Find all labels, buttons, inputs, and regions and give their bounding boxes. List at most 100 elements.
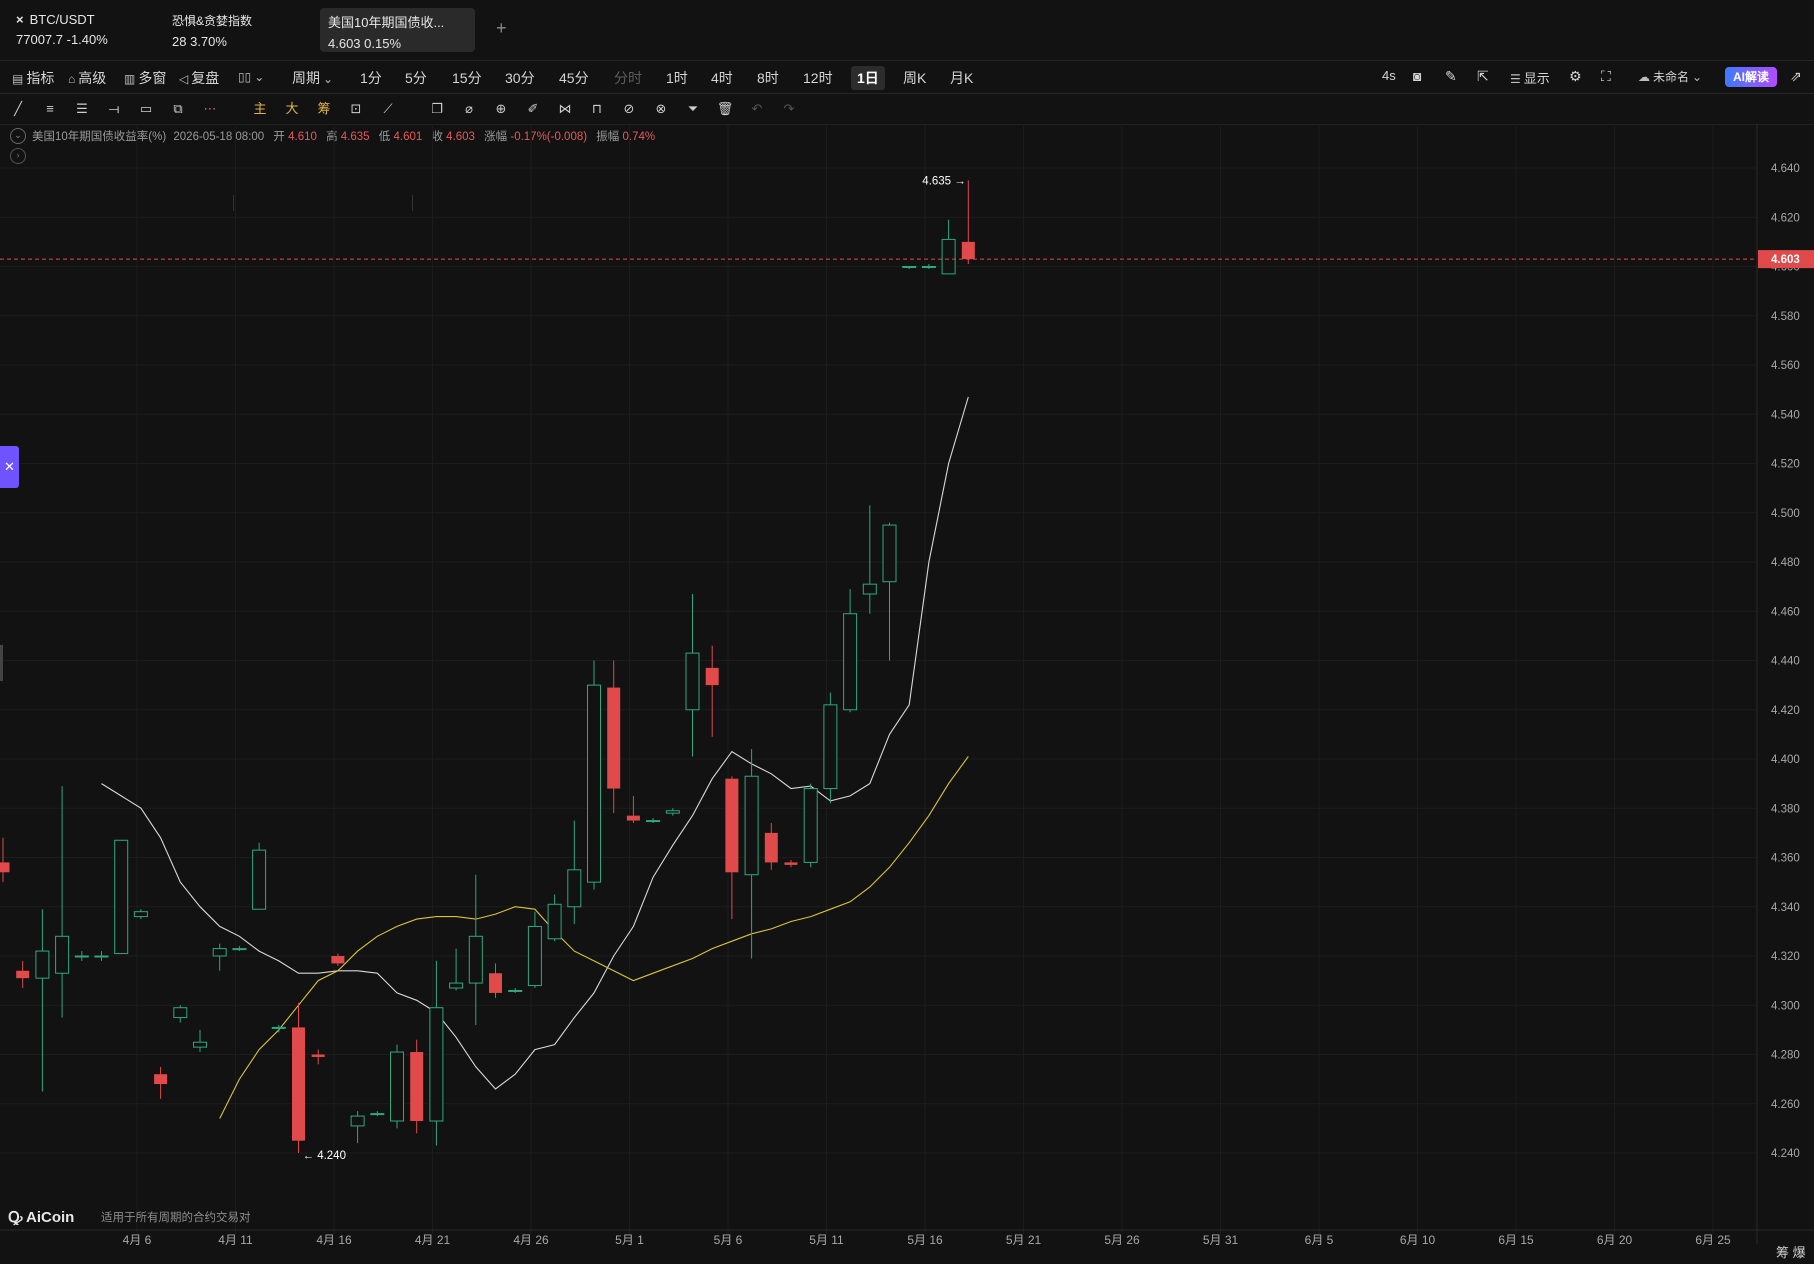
add-tab-icon[interactable]: + (496, 18, 507, 38)
candle-body (626, 815, 640, 821)
trend-line-icon[interactable]: ╱ (14, 101, 22, 116)
chip-burst-labels[interactable]: 筹 爆 (1776, 1245, 1806, 1260)
pencil-icon[interactable]: ✎ (1445, 68, 1457, 84)
high-value: 4.635 (340, 131, 370, 143)
layout-name-dropdown[interactable]: ☁ 未命名 ⌄ (1638, 70, 1703, 84)
refresh-rate[interactable]: 4s (1382, 68, 1396, 83)
undo-icon[interactable]: ↶ (751, 101, 763, 116)
frame-icon[interactable]: ⧉ (173, 101, 183, 116)
x-tick-label: 4月 11 (218, 1233, 253, 1247)
filter-icon[interactable]: ⏷ (687, 101, 699, 116)
measure-icon[interactable]: ⟋ (383, 101, 393, 116)
camera-icon[interactable]: ◙ (1413, 68, 1422, 84)
candle-body (921, 266, 936, 268)
candle-body (271, 1026, 286, 1029)
fullscreen-icon[interactable]: ⛶ (1601, 68, 1611, 84)
candle (862, 505, 877, 614)
candle (429, 960, 444, 1146)
replay-icon: ◁ (179, 72, 189, 86)
display-button[interactable]: ☰ 显示 (1510, 71, 1550, 86)
close-panel-icon[interactable]: ✕ (0, 446, 19, 488)
ai-analysis-button[interactable]: AI解读 (1725, 67, 1778, 87)
candle (0, 837, 10, 883)
tab-price: 28 (172, 34, 187, 49)
chevron-down-icon: ⌄ (254, 70, 265, 84)
candle (35, 909, 50, 1092)
advanced-icon: ⌂ (68, 72, 76, 86)
brush-icon[interactable]: ✐ (527, 101, 539, 116)
candle (252, 842, 267, 910)
parallel-lines-icon[interactable]: ≡ (46, 101, 54, 116)
more-tools-icon[interactable]: ⋯ (203, 101, 217, 116)
candle (114, 839, 129, 955)
lock-icon[interactable]: ⊓ (591, 101, 603, 116)
price-chart[interactable]: 4.6404.6204.6004.5804.5604.5404.5204.500… (0, 124, 1814, 1264)
advanced-button[interactable]: ⌂ 高级 (68, 70, 107, 86)
candle-body (961, 241, 975, 260)
replay-button[interactable]: ◁ 复盘 (179, 70, 220, 86)
tab-us10y[interactable]: 美国10年期国债收... 4.603 0.15% (320, 8, 475, 52)
interval-weekly[interactable]: 周K (903, 70, 927, 86)
link-icon[interactable]: ⊗ (655, 101, 667, 116)
expand-icon[interactable]: › (10, 148, 26, 164)
x-tick-label: 6月 15 (1498, 1233, 1534, 1247)
low-price-marker: ← 4.240 (303, 1150, 346, 1162)
candle (725, 776, 739, 920)
candle-body (311, 1054, 325, 1057)
interval-1m[interactable]: 1分 (360, 70, 382, 86)
tab-fear-greed[interactable]: 恐惧&贪婪指数 28 3.70% (164, 8, 314, 52)
share-icon[interactable]: ⇗ (1790, 68, 1802, 84)
interval-8h[interactable]: 8时 (757, 70, 779, 86)
settings-icon[interactable]: ⚙ (1569, 68, 1582, 84)
collapse-icon[interactable]: ⌄ (10, 128, 26, 144)
interval-45m[interactable]: 45分 (559, 70, 589, 86)
rectangle-icon[interactable]: ▭ (139, 101, 153, 116)
candle-body (567, 869, 582, 908)
big-order-toggle[interactable]: 大 (285, 101, 299, 116)
zoom-icon[interactable]: ⊕ (495, 101, 507, 116)
interval-5m[interactable]: 5分 (405, 70, 427, 86)
interval-timeshare[interactable]: 分时 (614, 70, 642, 86)
y-axis: 4.6404.6204.6004.5804.5604.5404.5204.500… (1756, 124, 1800, 1244)
copy-icon[interactable]: ❐ (431, 101, 443, 116)
export-icon[interactable]: ⇱ (1477, 68, 1489, 84)
horizontal-ray-icon[interactable]: ⟞ (108, 101, 120, 116)
candlestick-icon: ▯▯ (238, 70, 252, 84)
interval-30m[interactable]: 30分 (505, 70, 535, 86)
magnet-icon[interactable]: ⋈ (558, 101, 572, 116)
candle (665, 808, 680, 816)
main-indicator-toggle[interactable]: 主 (253, 101, 267, 116)
interval-1h[interactable]: 1时 (666, 70, 688, 86)
compare-icon[interactable]: ⊡ (350, 101, 362, 116)
horizontal-lines-icon[interactable]: ☰ (76, 101, 88, 116)
period-dropdown[interactable]: 周期 ⌄ (292, 70, 334, 86)
trash-icon[interactable]: 🗑 (716, 101, 734, 116)
candle-body (449, 982, 464, 989)
interval-monthly[interactable]: 月K (950, 70, 974, 86)
multi-window-button[interactable]: ▥ 多窗 (124, 70, 167, 86)
redo-icon[interactable]: ↷ (783, 101, 795, 116)
list-icon: ☰ (1510, 72, 1521, 86)
chart-toolbar: ▤ 指标 ⌂ 高级 ▥ 多窗 ◁ 复盘 ▯▯ ⌄ 周期 ⌄ 1分 5分 15分 30分 45… (0, 61, 1814, 94)
candle (843, 589, 858, 713)
hide-icon[interactable]: ⊘ (623, 101, 635, 116)
chart-type-dropdown[interactable]: ▯▯ ⌄ (238, 68, 267, 84)
close-icon[interactable]: × (16, 12, 24, 27)
interval-12h[interactable]: 12时 (803, 70, 833, 86)
watermark-note: 适用于所有周期的合约交易对 (101, 1212, 251, 1224)
interval-1d[interactable]: 1日 (851, 66, 885, 90)
y-tick-label: 4.320 (1771, 951, 1800, 963)
tab-btc-usdt[interactable]: × BTC/USDT 77007.7 -1.40% (8, 8, 158, 52)
interval-15m[interactable]: 15分 (452, 70, 482, 86)
candle (292, 1002, 305, 1153)
legend-datetime: 2026-05-18 08:00 (173, 131, 265, 143)
y-tick-label: 4.300 (1771, 1000, 1800, 1012)
chip-toggle[interactable]: 筹 (317, 101, 331, 116)
panel-handle[interactable] (0, 645, 3, 681)
indicators-button[interactable]: ▤ 指标 (12, 70, 55, 86)
ruler-icon[interactable]: ⌀ (465, 101, 473, 116)
interval-4h[interactable]: 4时 (711, 70, 733, 86)
amplitude-value: 0.74% (622, 131, 656, 143)
candle-body (114, 839, 129, 955)
y-tick-label: 4.480 (1771, 557, 1800, 569)
